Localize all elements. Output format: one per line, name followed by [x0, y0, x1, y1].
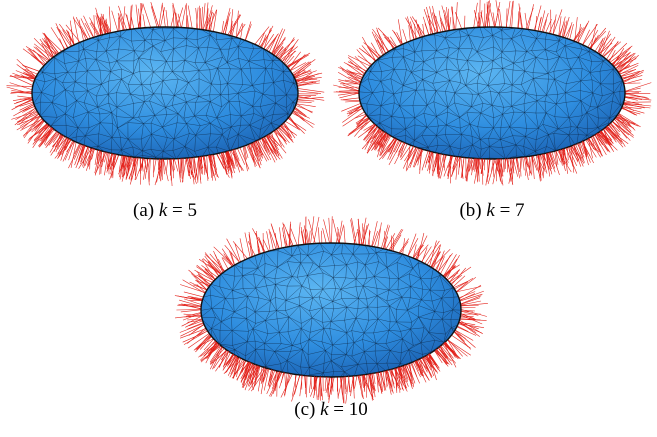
- figure: [0, 0, 657, 437]
- normal-line: [528, 4, 534, 31]
- normal-line: [73, 18, 89, 41]
- normal-line: [408, 238, 418, 256]
- normal-line: [279, 373, 284, 389]
- normal-line: [148, 159, 150, 170]
- normal-line: [273, 372, 280, 394]
- normal-line: [480, 159, 481, 169]
- normal-line: [504, 159, 505, 172]
- caption-relation: =: [333, 399, 344, 420]
- normal-line: [622, 83, 652, 93]
- normal-line: [345, 101, 361, 102]
- normal-line: [532, 156, 534, 179]
- normal-line: [507, 9, 508, 30]
- normal-line: [332, 216, 333, 244]
- normal-line: [245, 24, 251, 40]
- normal-line: [471, 158, 472, 171]
- normal-line: [523, 157, 525, 170]
- caption-relation: =: [500, 200, 511, 221]
- normal-line: [182, 159, 183, 179]
- normal-line: [576, 23, 587, 42]
- normal-line: [327, 377, 328, 396]
- caption-variable: k: [320, 399, 328, 420]
- normal-line: [345, 377, 346, 390]
- normal-line: [298, 222, 300, 246]
- normal-line: [455, 330, 476, 348]
- caption-value: 10: [349, 399, 368, 420]
- caption-value: 5: [188, 200, 198, 221]
- normal-line: [621, 102, 651, 103]
- normal-line: [166, 159, 168, 173]
- normal-line: [612, 120, 628, 139]
- normal-line: [338, 67, 365, 78]
- normal-line: [433, 6, 438, 35]
- normal-line: [388, 229, 402, 252]
- normal-line: [45, 35, 54, 59]
- caption-value: 7: [515, 200, 525, 221]
- normal-line: [389, 230, 403, 253]
- page: (a) k = 5 (b) k = 7 (c) k = 10 (() => { …: [0, 0, 657, 437]
- normal-line: [302, 232, 305, 245]
- normal-line: [154, 159, 157, 173]
- normal-line: [453, 7, 454, 32]
- normal-line: [533, 6, 541, 34]
- normal-line: [374, 373, 376, 384]
- caption-relation: =: [172, 200, 183, 221]
- normal-line: [575, 17, 578, 43]
- normal-line: [112, 11, 119, 34]
- normal-line: [352, 218, 357, 244]
- normal-line: [496, 0, 501, 30]
- caption-variable: k: [486, 200, 494, 221]
- normal-line: [243, 146, 248, 172]
- normal-line: [452, 157, 456, 177]
- normal-line: [131, 17, 134, 29]
- ellipsoid-b: [333, 0, 651, 185]
- normal-line: [254, 27, 269, 46]
- normal-line: [66, 25, 82, 44]
- normal-line: [166, 10, 168, 27]
- normal-line: [287, 117, 298, 129]
- normal-line: [362, 37, 376, 63]
- normal-line: [621, 107, 644, 114]
- caption-c: (c) k = 10: [294, 399, 368, 421]
- normal-line: [43, 33, 63, 53]
- normal-line: [159, 3, 163, 28]
- normal-line: [344, 226, 345, 243]
- normal-line: [143, 14, 145, 28]
- normal-line: [538, 17, 542, 32]
- normal-line: [325, 377, 326, 391]
- normal-line: [291, 229, 298, 248]
- normal-line: [232, 21, 236, 37]
- normal-line: [200, 8, 201, 31]
- caption-label: (c): [294, 399, 315, 420]
- normal-line: [309, 376, 311, 393]
- ellipsoid-c: [175, 216, 488, 403]
- normal-line: [621, 104, 650, 108]
- normal-line: [143, 4, 151, 28]
- caption-label: (b): [459, 200, 481, 221]
- normal-line: [74, 17, 80, 46]
- normal-line: [567, 22, 572, 39]
- normal-line: [489, 159, 490, 173]
- normal-line: [296, 102, 312, 103]
- normal-line: [231, 252, 235, 267]
- caption-a: (a) k = 5: [133, 200, 197, 222]
- caption-label: (a): [133, 200, 154, 221]
- ellipsoid-a: [7, 2, 325, 186]
- caption-variable: k: [159, 200, 167, 221]
- normal-line: [310, 216, 314, 247]
- normal-line: [493, 159, 494, 177]
- normal-line: [298, 88, 325, 92]
- normal-line: [181, 5, 186, 30]
- normal-line: [403, 29, 408, 43]
- normal-line: [521, 157, 522, 168]
- normal-line: [151, 6, 157, 28]
- caption-b: (b) k = 7: [459, 200, 524, 222]
- normal-line: [323, 228, 327, 244]
- normal-line: [187, 15, 188, 28]
- normal-line: [307, 376, 308, 398]
